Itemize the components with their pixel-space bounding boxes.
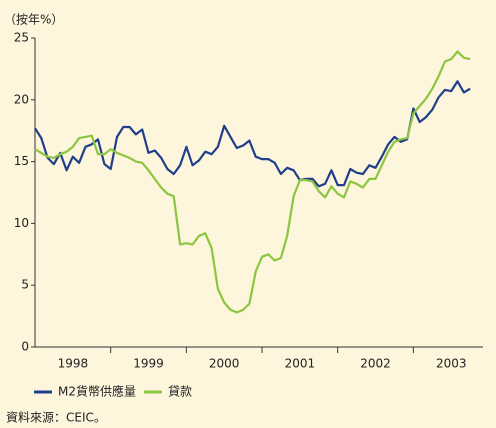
legend-label: M2貨幣供應量	[58, 384, 136, 399]
y-tick-label: 20	[14, 92, 29, 106]
x-tick-label: 2003	[436, 357, 467, 371]
y-axis-label: （按年%）	[4, 13, 63, 27]
y-tick-label: 25	[14, 31, 29, 45]
x-tick-label: 2002	[360, 357, 391, 371]
y-tick-label: 0	[21, 340, 29, 354]
x-tick-label: 2000	[209, 357, 240, 371]
x-tick-label: 2001	[285, 357, 316, 371]
y-tick-label: 15	[14, 154, 29, 168]
x-tick-label: 1998	[58, 357, 89, 371]
legend-label: 貸款	[168, 384, 192, 399]
source: 資料來源：CEIC。	[6, 411, 106, 425]
y-tick-label: 5	[21, 278, 29, 292]
x-tick-label: 1999	[133, 357, 164, 371]
series-line	[34, 50, 471, 314]
series-line	[34, 80, 471, 188]
y-tick-label: 10	[14, 216, 29, 230]
